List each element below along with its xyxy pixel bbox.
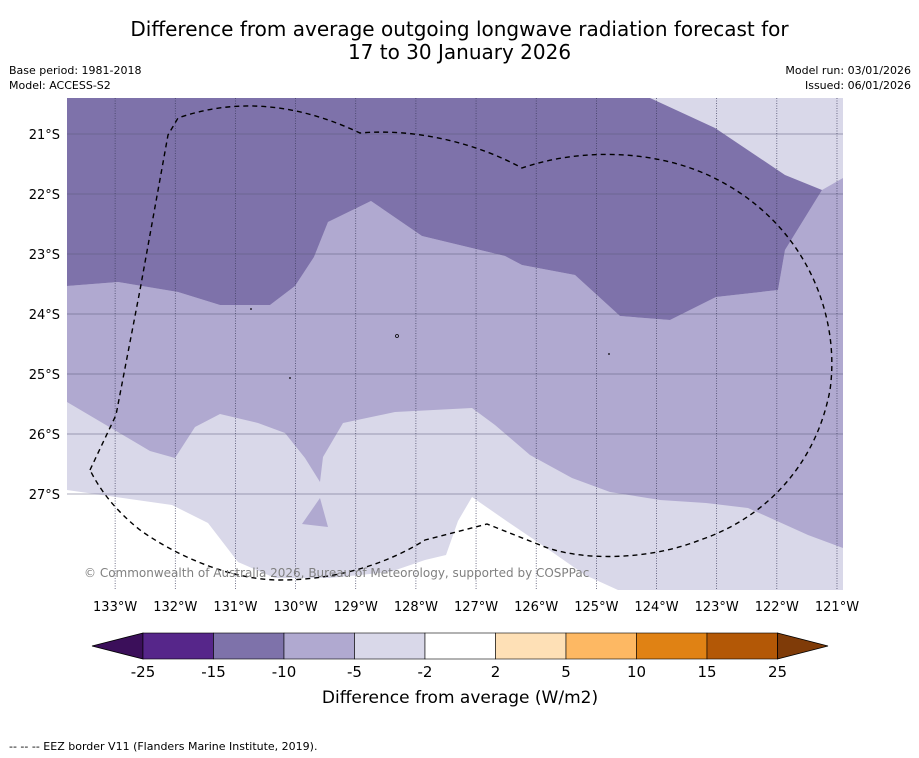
colorbar-extend-low [91,632,144,660]
colorbar-tick-label: -25 [131,663,156,681]
colorbar-tick-label: 2 [491,663,501,681]
model-run: Model run: 03/01/2026 [785,64,911,77]
lon-label: 121°W [815,600,859,615]
island-dot [289,377,291,379]
lon-label: 127°W [454,600,498,615]
lon-label: 129°W [334,600,378,615]
colorbar-tick-label: 10 [627,663,646,681]
colorbar-label: Difference from average (W/m2) [322,688,598,708]
colorbar-segment [354,632,426,660]
base-period: Base period: 1981-2018 [9,64,142,77]
colorbar-tick-label: -2 [418,663,433,681]
lon-label: 124°W [634,600,678,615]
colorbar-segment [495,632,567,660]
lon-label: 131°W [213,600,257,615]
lat-label: 27°S [29,488,60,503]
lon-label: 123°W [695,600,739,615]
region-white-south [67,490,618,590]
lat-label: 23°S [29,248,60,263]
lon-labels: 133°W 132°W 131°W 130°W 129°W 128°W 127°W 126°W… [93,600,859,615]
colorbar-segment [565,632,637,660]
colorbar-segment [142,632,214,660]
colorbar-tick-label: 25 [768,663,787,681]
lat-gridlines [67,133,843,495]
colorbar-segment [636,632,708,660]
island-dot [395,334,399,338]
eez-border [89,105,833,581]
lat-label: 24°S [29,308,60,323]
lon-label: 132°W [153,600,197,615]
region-mid-purple-spot [302,498,328,527]
issued-date: Issued: 06/01/2026 [804,79,911,92]
region-mid-purple [67,178,843,548]
title-line-2: 17 to 30 January 2026 [347,40,572,64]
colorbar-tick-label: -5 [347,663,362,681]
lat-label: 25°S [29,368,60,383]
colorbar-segment [283,632,355,660]
colorbar-tick-label: -15 [201,663,226,681]
lon-label: 122°W [755,600,799,615]
lat-labels: 21°S 22°S 23°S 24°S 25°S 26°S 27°S [29,128,60,503]
colorbar-segment [424,632,496,660]
forecast-map: © Commonwealth of Australia 2026, Bureau… [29,98,859,708]
region-dark-purple [67,98,822,320]
meta-right: Model run: 03/01/2026 Issued: 06/01/2026 [785,63,911,93]
island-dots [250,308,610,379]
copyright-notice: © Commonwealth of Australia 2026, Bureau… [84,566,589,580]
colorbar-segment [213,632,285,660]
eez-legend: -- -- -- EEZ border V11 (Flanders Marine… [9,740,318,753]
lon-label: 130°W [274,600,318,615]
lon-label: 133°W [93,600,137,615]
colorbar-segment [706,632,778,660]
colorbar-tick-label: -10 [272,663,297,681]
island-dot [250,308,252,310]
model-name: Model: ACCESS-S2 [9,79,111,92]
lat-label: 26°S [29,428,60,443]
lon-gridlines [114,98,838,590]
colorbar: -25 -15 -10 -5 -2 2 5 10 15 25 [91,632,829,681]
island-dot [608,353,610,355]
lon-label: 128°W [394,600,438,615]
chart-title: Difference from average outgoing longwav… [0,18,919,64]
lon-label: 126°W [514,600,558,615]
colorbar-extend-high [777,632,829,660]
colorbar-tick-label: 5 [561,663,571,681]
meta-left: Base period: 1981-2018 Model: ACCESS-S2 [9,63,141,93]
lon-label: 125°W [574,600,618,615]
colorbar-tick-label: 15 [697,663,716,681]
lat-label: 22°S [29,188,60,203]
lat-label: 21°S [29,128,60,143]
map-plot-area [67,98,843,590]
title-line-1: Difference from average outgoing longwav… [130,17,789,41]
